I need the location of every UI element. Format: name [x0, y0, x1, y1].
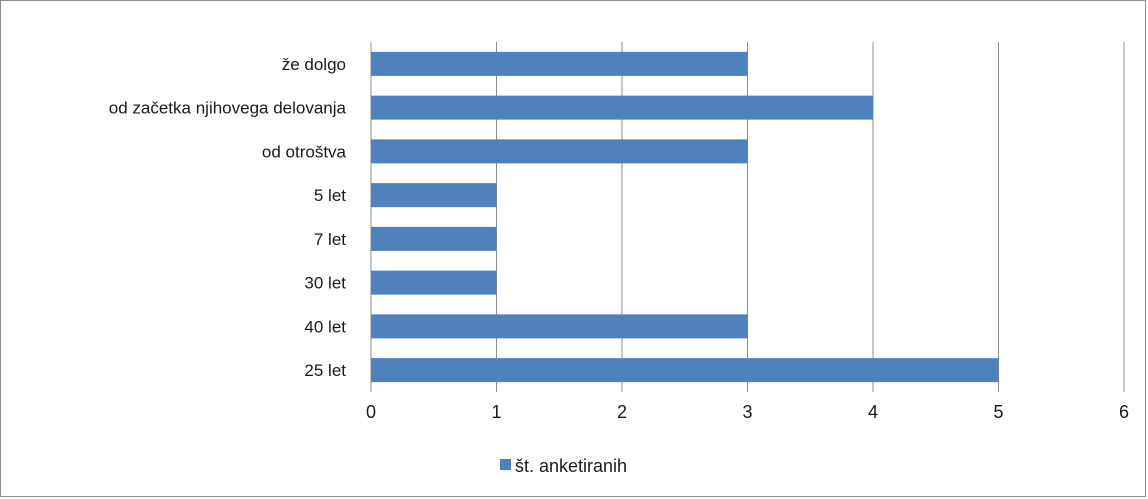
category-label: 40 let [304, 317, 346, 336]
bar [371, 314, 748, 339]
bar [371, 51, 748, 76]
x-tick-label: 6 [1119, 402, 1129, 422]
category-label: 25 let [304, 361, 346, 380]
category-label: 7 let [314, 230, 346, 249]
bar [371, 358, 999, 383]
x-tick-label: 4 [868, 402, 878, 422]
gridlines [370, 42, 1125, 392]
bar [371, 270, 497, 295]
category-label: 30 let [304, 274, 346, 293]
x-tick-label: 5 [993, 402, 1003, 422]
bar [371, 183, 497, 208]
category-label: 5 let [314, 186, 346, 205]
category-label: od otroštva [262, 142, 347, 161]
legend-swatch [500, 459, 511, 470]
category-label: že dolgo [282, 55, 346, 74]
bar [371, 139, 748, 164]
x-tick-label: 1 [491, 402, 501, 422]
x-tick-label: 2 [617, 402, 627, 422]
bar [371, 95, 873, 120]
category-label: od začetka njihovega delovanja [109, 99, 347, 118]
bars [371, 51, 999, 383]
x-tick-label: 0 [366, 402, 376, 422]
legend-label: št. anketiranih [515, 456, 627, 476]
category-labels: že dolgo od začetka njihovega delovanja od… [109, 55, 347, 380]
legend: št. anketiranih [500, 456, 627, 476]
x-tick-label: 3 [742, 402, 752, 422]
bar [371, 226, 497, 251]
x-axis-tick-labels: 0 1 2 3 4 5 6 [366, 402, 1129, 422]
